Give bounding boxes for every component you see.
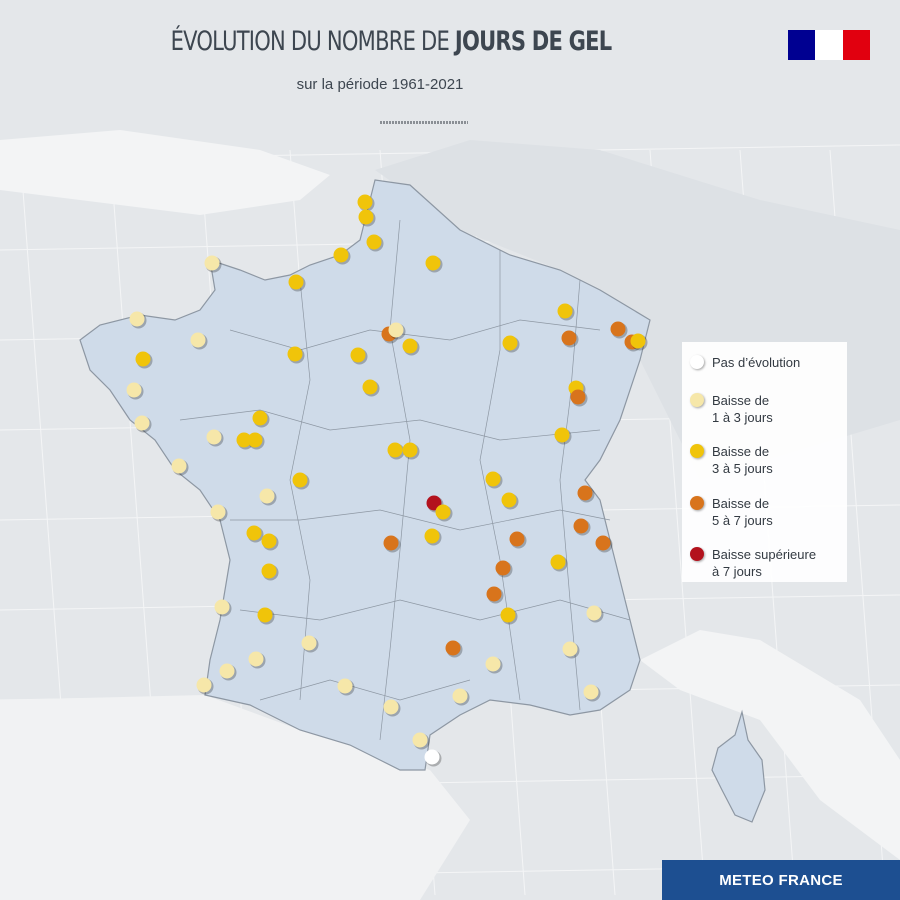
meteo-france-logo: METEO FRANCE — [662, 860, 900, 900]
legend-label: Baisse de 3 à 5 jours — [712, 444, 773, 476]
station-marker-5-7 — [561, 330, 577, 346]
station-marker-1-3 — [126, 382, 142, 398]
station-marker-3-5 — [502, 335, 518, 351]
station-marker-3-5 — [261, 533, 277, 549]
station-marker-3-5 — [135, 351, 151, 367]
legend-dot — [690, 393, 704, 407]
station-marker-1-3 — [583, 684, 599, 700]
neighbor-land-uk — [0, 130, 330, 215]
station-marker-3-5 — [292, 472, 308, 488]
legend: Pas d’évolution Baisse de 1 à 3 jours Ba… — [682, 342, 847, 582]
station-marker-1-3 — [214, 599, 230, 615]
divider — [380, 121, 468, 124]
flag-white — [815, 30, 843, 60]
station-marker-1-3 — [586, 605, 602, 621]
station-marker-1-3 — [129, 311, 145, 327]
station-marker-3-5 — [557, 303, 573, 319]
station-marker-1-3 — [134, 415, 150, 431]
station-marker-3-5 — [424, 528, 440, 544]
station-marker-5-7 — [486, 586, 502, 602]
title-light: ÉVOLUTION DU NOMBRE DE — [170, 26, 455, 57]
legend-item-none: Pas d’évolution — [690, 354, 847, 371]
stations-layer — [126, 194, 648, 767]
station-marker-1-3 — [196, 677, 212, 693]
station-marker-1-3 — [412, 732, 428, 748]
station-marker-3-5 — [630, 333, 646, 349]
station-marker-3-5 — [501, 492, 517, 508]
station-marker-3-5 — [435, 504, 451, 520]
station-marker-3-5 — [287, 346, 303, 362]
station-marker-5-7 — [570, 389, 586, 405]
legend-item-7plus: Baisse supérieure à 7 jours — [690, 546, 847, 580]
marianne-logo — [788, 30, 870, 60]
station-marker-3-5 — [366, 234, 382, 250]
legend-item-3-5: Baisse de 3 à 5 jours — [690, 443, 847, 477]
station-marker-1-3 — [206, 429, 222, 445]
station-marker-3-5 — [350, 347, 366, 363]
station-marker-5-7 — [595, 535, 611, 551]
station-marker-5-7 — [509, 531, 525, 547]
station-marker-1-3 — [388, 322, 404, 338]
title-bold: JOURS DE GEL — [454, 26, 612, 57]
station-marker-3-5 — [236, 432, 252, 448]
station-marker-3-5 — [554, 427, 570, 443]
page-title: ÉVOLUTION DU NOMBRE DE JOURS DE GEL — [95, 26, 688, 57]
station-marker-3-5 — [402, 442, 418, 458]
station-marker-5-7 — [445, 640, 461, 656]
legend-label: Pas d’évolution — [712, 355, 801, 370]
station-marker-3-5 — [246, 525, 262, 541]
station-marker-3-5 — [362, 379, 378, 395]
legend-label: Baisse de 5 à 7 jours — [712, 496, 773, 528]
station-marker-1-3 — [259, 488, 275, 504]
station-marker-1-3 — [301, 635, 317, 651]
station-marker-1-3 — [171, 458, 187, 474]
flag-blue — [788, 30, 816, 60]
subtitle: sur la période 1961-2021 — [296, 76, 464, 93]
station-marker-3-5 — [257, 607, 273, 623]
station-marker-1-3 — [204, 255, 220, 271]
neighbor-land-italy — [640, 630, 900, 860]
station-marker-1-3 — [383, 699, 399, 715]
station-marker-3-5 — [288, 274, 304, 290]
station-marker-5-7 — [495, 560, 511, 576]
station-marker-3-5 — [357, 194, 373, 210]
station-marker-5-7 — [610, 321, 626, 337]
corsica — [711, 709, 766, 823]
station-marker-1-3 — [485, 656, 501, 672]
station-marker-none — [424, 749, 440, 765]
station-marker-3-5 — [402, 338, 418, 354]
legend-item-5-7: Baisse de 5 à 7 jours — [690, 495, 847, 529]
station-marker-3-5 — [500, 607, 516, 623]
station-marker-1-3 — [248, 651, 264, 667]
station-marker-3-5 — [550, 554, 566, 570]
station-marker-5-7 — [573, 518, 589, 534]
station-marker-1-3 — [219, 663, 235, 679]
station-marker-5-7 — [383, 535, 399, 551]
station-marker-1-3 — [210, 504, 226, 520]
legend-label: Baisse de 1 à 3 jours — [712, 393, 773, 425]
legend-dot — [690, 355, 704, 369]
flag-red — [842, 30, 870, 60]
legend-label: Baisse supérieure à 7 jours — [712, 547, 817, 579]
station-marker-3-5 — [333, 247, 349, 263]
station-marker-3-5 — [358, 209, 374, 225]
station-marker-1-3 — [337, 678, 353, 694]
station-marker-5-7 — [577, 485, 593, 501]
department-borders — [179, 219, 631, 741]
station-marker-3-5 — [261, 563, 277, 579]
legend-dot — [690, 444, 704, 458]
legend-dot — [690, 496, 704, 510]
station-marker-3-5 — [485, 471, 501, 487]
station-marker-3-5 — [425, 255, 441, 271]
france-mainland — [79, 179, 651, 771]
station-marker-1-3 — [562, 641, 578, 657]
legend-item-1-3: Baisse de 1 à 3 jours — [690, 392, 847, 426]
station-marker-3-5 — [252, 410, 268, 426]
station-marker-1-3 — [190, 332, 206, 348]
station-marker-1-3 — [452, 688, 468, 704]
station-marker-3-5 — [247, 432, 263, 448]
legend-dot — [690, 547, 704, 561]
station-marker-3-5 — [387, 442, 403, 458]
